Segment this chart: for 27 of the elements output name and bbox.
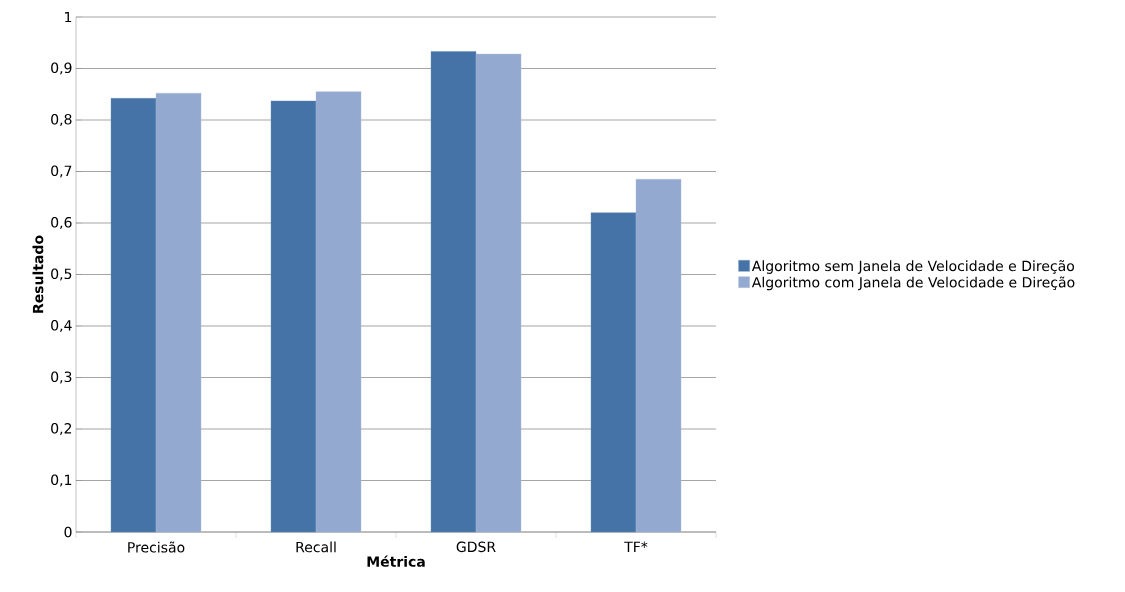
- bar: [315, 91, 362, 533]
- legend-label: Algoritmo sem Janela de Velocidade e Direção: [751, 260, 1075, 274]
- y-tick-label: 0,7: [51, 165, 72, 178]
- y-tick-label: 0,9: [51, 62, 72, 75]
- bar: [430, 51, 477, 533]
- x-tick-label: TF*: [624, 541, 648, 552]
- y-tick-label: 0,5: [51, 268, 72, 281]
- bar: [590, 212, 637, 533]
- bar: [110, 98, 157, 533]
- y-tick-label: 0: [64, 526, 72, 538]
- bar: [635, 179, 682, 533]
- y-axis-title: Resultado: [32, 235, 44, 313]
- x-axis-title: Métrica: [367, 555, 425, 567]
- bar: [475, 53, 522, 533]
- y-tick-label: 0,1: [51, 474, 72, 487]
- legend-label: Algoritmo com Janela de Velocidade e Direção: [751, 276, 1075, 291]
- y-tick-label: 0,8: [51, 113, 72, 127]
- x-tick-label: Precisão: [128, 541, 185, 553]
- bar: [270, 100, 317, 533]
- y-tick-label: 1: [65, 11, 72, 23]
- y-tick-label: 0,2: [51, 422, 72, 436]
- x-tick-label: GDSR: [456, 541, 496, 553]
- x-tick-label: Recall: [296, 541, 336, 553]
- y-tick-label: 0,3: [51, 371, 72, 384]
- y-tick-label: 0,6: [51, 216, 72, 230]
- bar: [155, 93, 202, 533]
- y-tick-label: 0,4: [51, 319, 72, 333]
